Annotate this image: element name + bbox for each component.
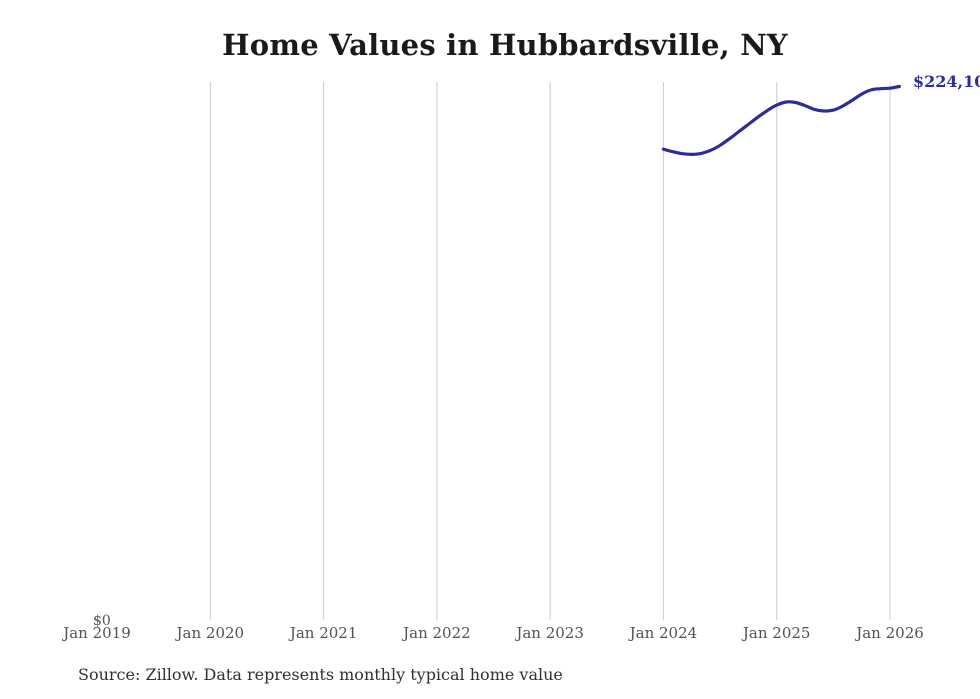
x-axis-label: Jan 2021 xyxy=(289,624,358,642)
source-note: Source: Zillow. Data represents monthly … xyxy=(78,665,563,684)
x-axis-label: Jan 2020 xyxy=(176,624,245,642)
x-axis-label: Jan 2024 xyxy=(629,624,698,642)
x-axis-label: Jan 2026 xyxy=(856,624,924,642)
x-axis-label: Jan 2019 xyxy=(63,624,131,642)
chart-title: Home Values in Hubbardsville, NY xyxy=(222,28,788,62)
x-axis-label: Jan 2022 xyxy=(403,624,471,642)
latest-value-label: $224,100 xyxy=(913,72,980,91)
x-axis-label: Jan 2023 xyxy=(516,624,584,642)
y-axis-zero-label: $0 xyxy=(93,613,111,629)
home-value-line xyxy=(661,84,901,156)
x-axis-label: Jan 2025 xyxy=(742,624,811,642)
